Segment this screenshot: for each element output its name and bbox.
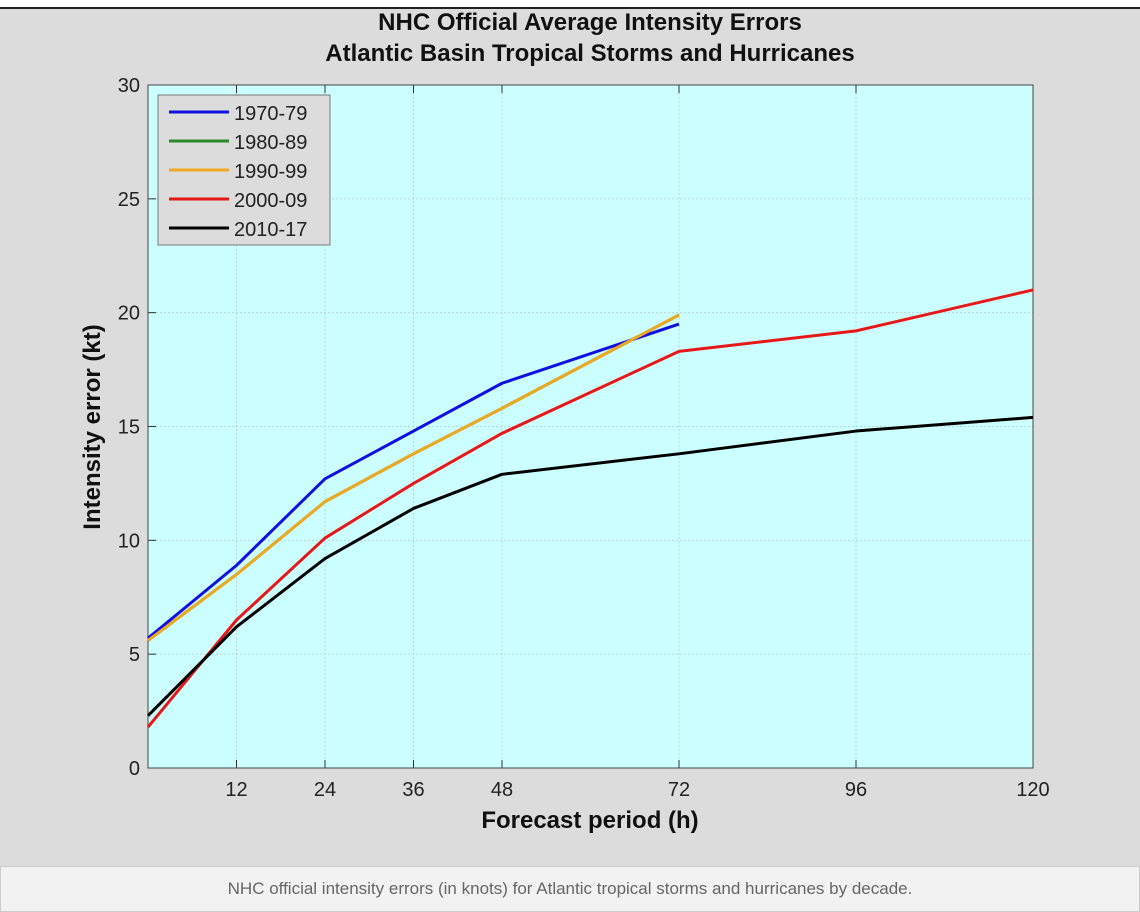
y-tick-label: 5 [129, 644, 140, 666]
x-tick-label: 72 [668, 779, 690, 801]
x-tick-label: 48 [491, 779, 513, 801]
series-line-1970-79 [147, 322, 680, 640]
y-tick-label: 20 [118, 303, 140, 325]
y-axis-label: Intensity error (kt) [79, 324, 106, 529]
caption: NHC official intensity errors (in knots)… [0, 866, 1140, 912]
legend-label: 1970-79 [234, 103, 307, 125]
series-line-2000-09 [146, 288, 1034, 728]
chart-title: NHC Official Average Intensity Errors [378, 9, 802, 36]
y-tick-label: 15 [118, 417, 140, 439]
legend-label: 2000-09 [234, 190, 307, 212]
y-tick-label: 10 [118, 530, 140, 552]
caption-text: NHC official intensity errors (in knots)… [227, 879, 913, 898]
legend-label: 1990-99 [234, 161, 307, 183]
legend-label: 2010-17 [234, 219, 307, 241]
y-tick-label: 30 [118, 75, 140, 97]
x-axis-label: Forecast period (h) [481, 807, 698, 834]
x-tick-label: 24 [314, 779, 336, 801]
x-tick-label: 36 [402, 779, 424, 801]
x-tick-label: 120 [1016, 779, 1049, 801]
plot-border [147, 84, 1034, 769]
series-line-2010-17 [146, 415, 1034, 717]
legend-label: 1980-89 [234, 132, 307, 154]
y-tick-label: 25 [118, 189, 140, 211]
x-tick-label: 12 [225, 779, 247, 801]
chart-title: Atlantic Basin Tropical Storms and Hurri… [325, 40, 854, 67]
series-line-1990-99 [147, 313, 680, 642]
chart: 12 24 36 48 72 96 120 0 5 10 15 20 25 30 1970-79 1980-8… [79, 9, 1050, 834]
x-tick-label: 96 [845, 779, 867, 801]
y-tick-label: 0 [129, 758, 140, 780]
